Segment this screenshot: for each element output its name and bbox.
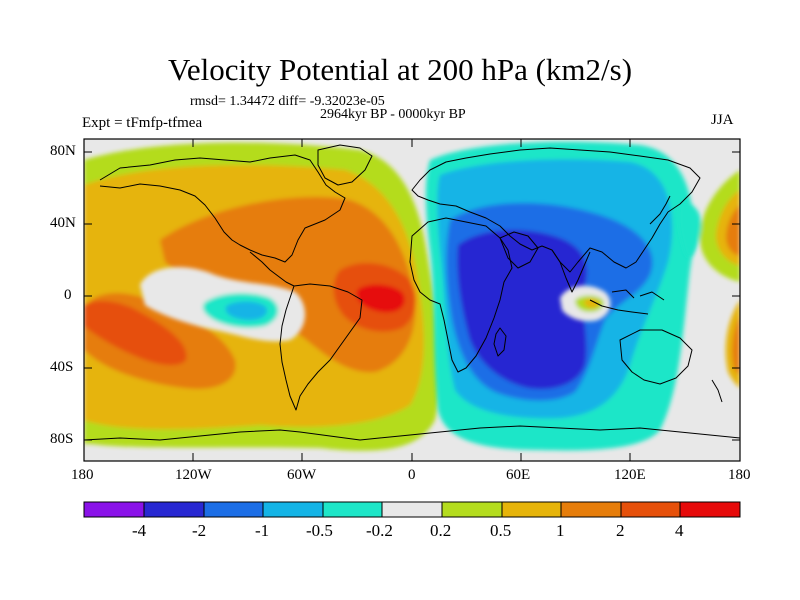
lon-tick-label: 120E bbox=[614, 467, 646, 483]
colorbar-swatch-8 bbox=[561, 502, 621, 517]
rmsd-diff-stats: rmsd= 1.34472 diff= -9.32023e-05 bbox=[190, 94, 385, 109]
shaded-field bbox=[84, 139, 740, 461]
lon-tick-label: 60E bbox=[506, 467, 531, 483]
negative-level-0.5-east-pacific bbox=[225, 301, 268, 320]
lon-tick-label: 0 bbox=[408, 467, 416, 483]
lon-tick-label: 180 bbox=[71, 467, 94, 483]
coast-antarctica bbox=[84, 425, 740, 441]
coast-north-america bbox=[99, 154, 346, 263]
colorbar-label: -1 bbox=[255, 521, 270, 540]
negative-level-0.2-east-edge bbox=[678, 204, 702, 258]
positive-level-0.5-maritime bbox=[584, 298, 600, 308]
coast-indonesia bbox=[589, 289, 665, 315]
negative-level-2 bbox=[457, 229, 587, 390]
coast-arabia bbox=[499, 231, 539, 269]
colorbar-swatch-6 bbox=[442, 502, 502, 517]
colorbar-label: -4 bbox=[132, 521, 147, 540]
coast-india bbox=[551, 249, 591, 293]
map-title: Velocity Potential at 200 hPa (km2/s) bbox=[167, 52, 633, 87]
lat-tick-label: 0 bbox=[64, 287, 72, 303]
colorbar-label: 0.5 bbox=[490, 521, 512, 540]
colorbar-label: 1 bbox=[556, 521, 565, 540]
colorbar-swatch-9 bbox=[621, 502, 680, 517]
lat-tick-marks bbox=[84, 151, 740, 441]
coast-gulf-caribbean bbox=[249, 251, 295, 287]
positive-level-1-east-edge bbox=[726, 205, 740, 256]
colorbar-swatch-5 bbox=[382, 502, 442, 517]
colorbar-label: 4 bbox=[675, 521, 684, 540]
positive-level-1-southeast-edge bbox=[732, 315, 740, 375]
colorbar-label: -0.2 bbox=[366, 521, 393, 540]
lat-tick-label: 80S bbox=[50, 431, 74, 447]
lon-tick-label: 60W bbox=[287, 467, 317, 483]
time-period: 2964kyr BP - 0000kyr BP bbox=[320, 107, 466, 122]
positive-level-4-atlantic bbox=[356, 284, 405, 313]
coast-south-america bbox=[279, 283, 363, 411]
colorbar-swatch-4 bbox=[323, 502, 382, 517]
coast-australia bbox=[619, 329, 693, 385]
colorbar-swatch-10 bbox=[680, 502, 740, 517]
lat-tick-label: 40N bbox=[50, 215, 76, 231]
colorbar-label: 2 bbox=[616, 521, 625, 540]
coast-madagascar bbox=[493, 327, 507, 357]
colorbar-swatch-0 bbox=[84, 502, 144, 517]
coastlines bbox=[84, 144, 740, 441]
coast-new-zealand bbox=[711, 379, 723, 403]
colorbar-swatch-3 bbox=[263, 502, 323, 517]
experiment-label: Expt = tFmfp-tfmea bbox=[82, 115, 203, 131]
coast-japan bbox=[649, 195, 671, 225]
colorbar bbox=[83, 501, 741, 518]
colorbar-label: -0.5 bbox=[306, 521, 333, 540]
coast-eurasia bbox=[411, 147, 701, 273]
lon-tick-marks bbox=[83, 139, 741, 461]
lon-tick-label: 120W bbox=[175, 467, 212, 483]
positive-level-2-west bbox=[84, 300, 187, 366]
lat-tick-label: 40S bbox=[50, 359, 74, 375]
positive-level-1 bbox=[160, 196, 416, 373]
colorbar-label: 0.2 bbox=[430, 521, 452, 540]
season-label: JJA bbox=[711, 112, 734, 128]
coast-africa bbox=[409, 217, 513, 373]
lon-tick-label: 180 bbox=[728, 467, 751, 483]
coast-greenland bbox=[317, 144, 373, 186]
colorbar-swatch-1 bbox=[144, 502, 204, 517]
lat-tick-label: 80N bbox=[50, 143, 76, 159]
colorbar-swatch-7 bbox=[502, 502, 561, 517]
colorbar-swatch-2 bbox=[204, 502, 263, 517]
colorbar-label: -2 bbox=[192, 521, 207, 540]
